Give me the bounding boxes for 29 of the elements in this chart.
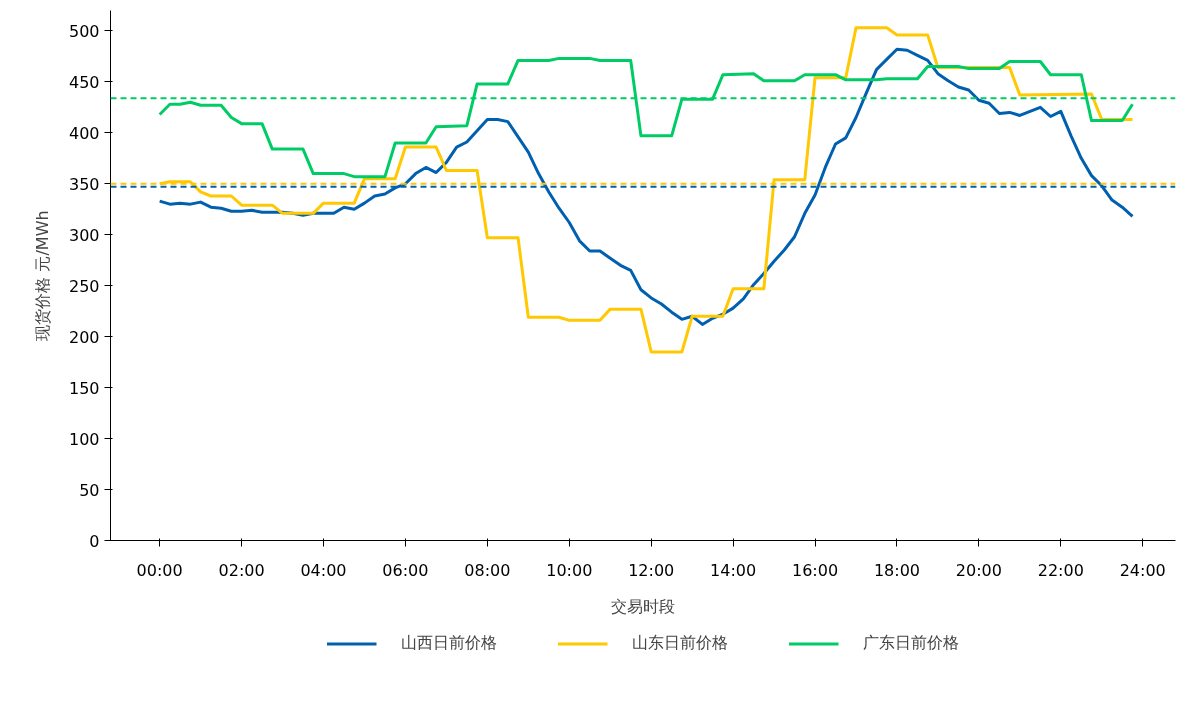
x-tick-label: 08:00 xyxy=(464,560,511,580)
x-tick-label: 10:00 xyxy=(546,560,593,580)
x-tick-label: 00:00 xyxy=(136,560,183,580)
y-tick-label: 50 xyxy=(79,480,100,500)
y-tick-label: 300 xyxy=(68,225,100,245)
y-tick-label: 500 xyxy=(68,21,100,41)
y-tick-label: 450 xyxy=(68,72,100,92)
x-tick-label: 06:00 xyxy=(382,560,429,580)
y-tick-label: 100 xyxy=(68,429,100,449)
y-tick-label: 150 xyxy=(68,378,100,398)
x-tick-label: 24:00 xyxy=(1119,560,1166,580)
x-tick-label: 04:00 xyxy=(300,560,347,580)
y-tick-label: 200 xyxy=(68,327,100,347)
x-tick-label: 20:00 xyxy=(955,560,1002,580)
y-tick-label: 250 xyxy=(68,276,100,296)
legend-label: 广东日前价格 xyxy=(863,632,959,654)
y-tick-label: 400 xyxy=(68,123,100,143)
x-tick-label: 02:00 xyxy=(218,560,265,580)
x-tick-label: 14:00 xyxy=(710,560,757,580)
y-axis-title: 现货价格 元/MWh xyxy=(32,210,52,341)
x-axis-title: 交易时段 xyxy=(611,596,675,616)
y-tick-label: 0 xyxy=(89,531,100,551)
x-tick-label: 12:00 xyxy=(628,560,675,580)
x-tick-label: 16:00 xyxy=(791,560,839,580)
legend-label: 山西日前价格 xyxy=(401,632,497,654)
legend-label: 山东日前价格 xyxy=(632,632,728,654)
y-tick-label: 350 xyxy=(68,174,100,194)
x-tick-label: 22:00 xyxy=(1037,560,1084,580)
x-tick-label: 18:00 xyxy=(873,560,921,580)
